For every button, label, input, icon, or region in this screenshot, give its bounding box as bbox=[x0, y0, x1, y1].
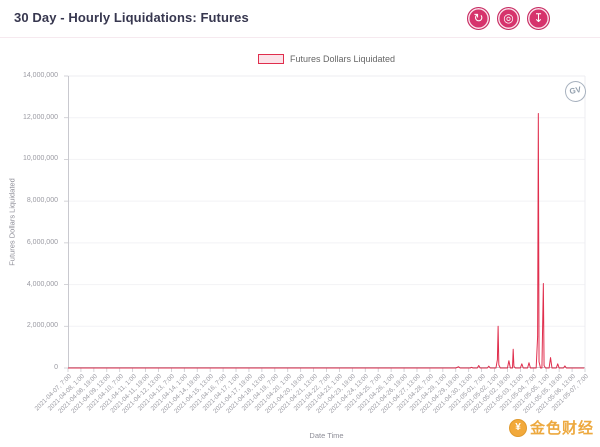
x-axis-tick-labels: 2021-04-07, 7:00 2021-04-08, 1:00 2021-04-… bbox=[34, 371, 590, 429]
y-tick-label: 6,000,000 bbox=[26, 238, 58, 246]
y-tick-label: 12,000,000 bbox=[22, 113, 58, 121]
page-title: 30 Day - Hourly Liquidations: Futures bbox=[14, 10, 249, 25]
watermark: ¥ 金色财经 bbox=[508, 417, 594, 438]
download-button[interactable]: ↧ bbox=[527, 7, 550, 30]
header: 30 Day - Hourly Liquidations: Futures ↻ … bbox=[0, 0, 600, 38]
y-tick-label: 2,000,000 bbox=[26, 322, 58, 330]
snapshot-button[interactable]: ◎ bbox=[497, 7, 520, 30]
download-icon: ↧ bbox=[533, 11, 544, 25]
y-tick-label: 14,000,000 bbox=[22, 72, 58, 79]
watermark-text: 金色财经 bbox=[529, 420, 594, 437]
gold-coin-icon: ¥ bbox=[508, 418, 527, 437]
y-tick-label: 8,000,000 bbox=[26, 197, 58, 205]
y-tick-label: 10,000,000 bbox=[22, 155, 58, 163]
y-tick-label: 4,000,000 bbox=[26, 280, 58, 288]
history-button[interactable]: ↻ bbox=[467, 7, 490, 30]
toolbar: ↻ ◎ ↧ bbox=[467, 7, 550, 30]
chart-legend[interactable]: Futures Dollars Liquidated bbox=[68, 54, 585, 64]
liquidations-line-series[interactable] bbox=[68, 113, 585, 369]
x-axis-title: Date Time bbox=[309, 431, 344, 440]
y-axis-tick-labels: 0 2,000,000 4,000,000 6,000,000 8,000,000 10,… bbox=[0, 72, 63, 371]
plot-svg[interactable] bbox=[64, 75, 586, 372]
legend-swatch bbox=[257, 54, 284, 64]
snapshot-icon: ◎ bbox=[503, 11, 514, 25]
legend-label: Futures Dollars Liquidated bbox=[289, 54, 396, 64]
y-tick-label: 0 bbox=[54, 364, 58, 371]
history-icon: ↻ bbox=[473, 11, 484, 25]
plot-area[interactable] bbox=[64, 75, 586, 372]
